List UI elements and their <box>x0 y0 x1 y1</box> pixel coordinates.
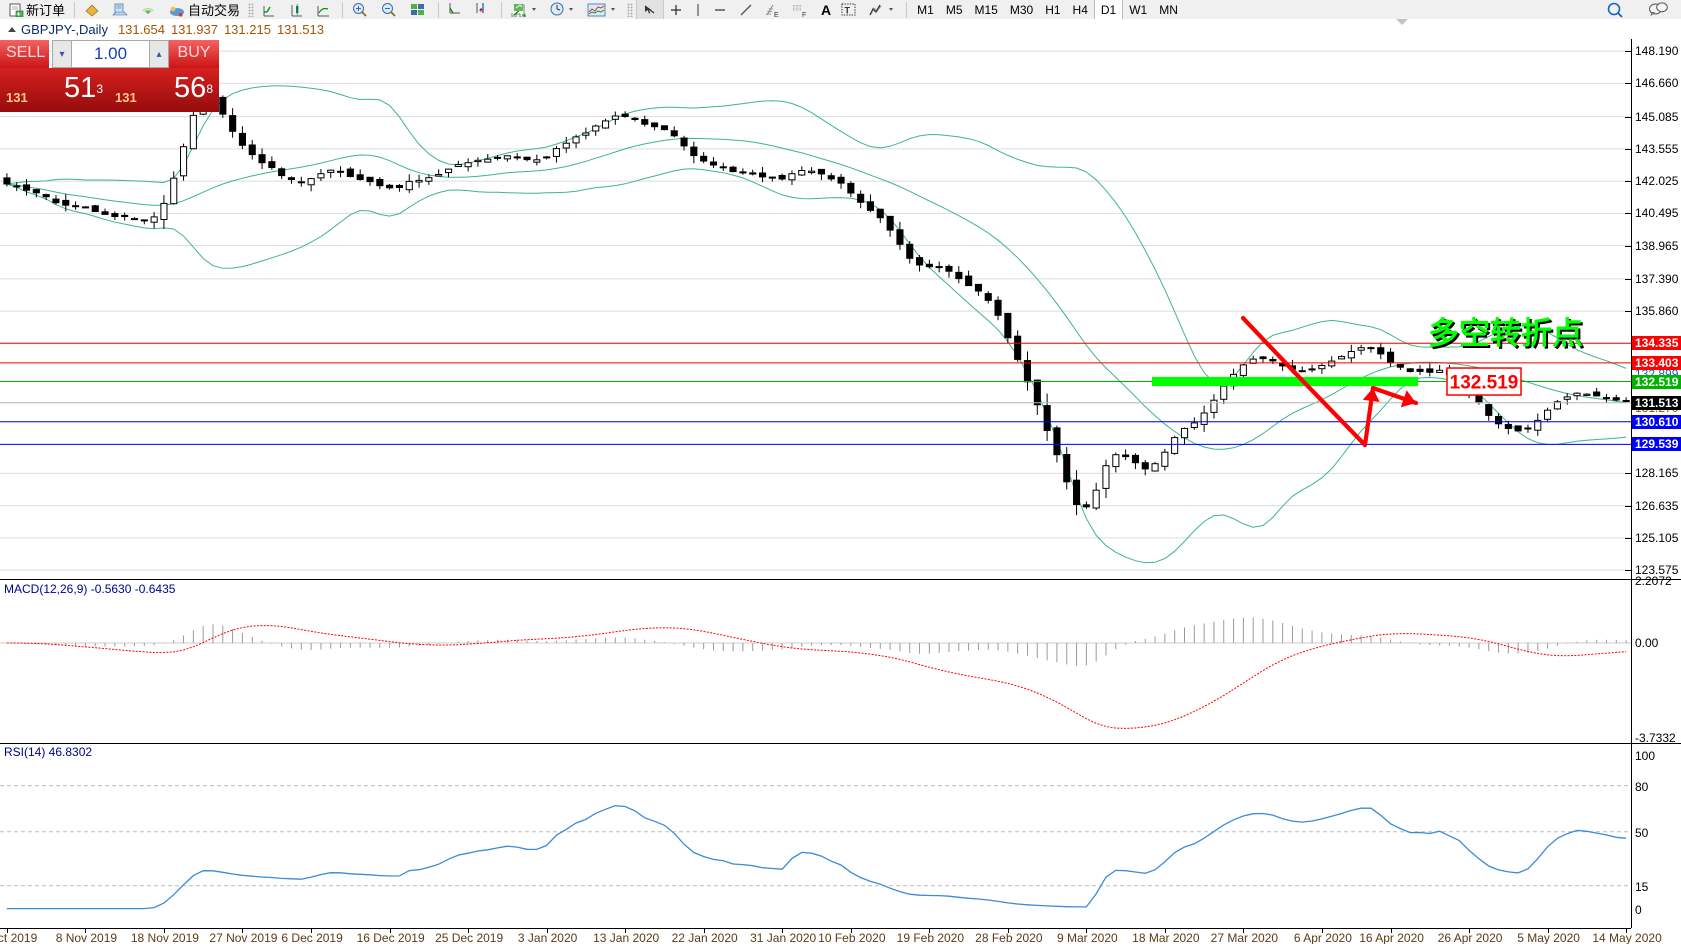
svg-text:E: E <box>774 12 779 17</box>
svg-text:RSI(14) 46.8302: RSI(14) 46.8302 <box>4 745 92 759</box>
svg-text:132.519: 132.519 <box>1450 373 1519 394</box>
svg-text:T: T <box>845 5 851 15</box>
svg-text:MACD(12,26,9) -0.5630 -0.643: MACD(12,26,9) -0.5630 -0.6435 <box>4 582 176 596</box>
svg-text:F: F <box>802 12 806 17</box>
svg-text:多空转折点: 多空转折点 <box>1428 316 1583 351</box>
